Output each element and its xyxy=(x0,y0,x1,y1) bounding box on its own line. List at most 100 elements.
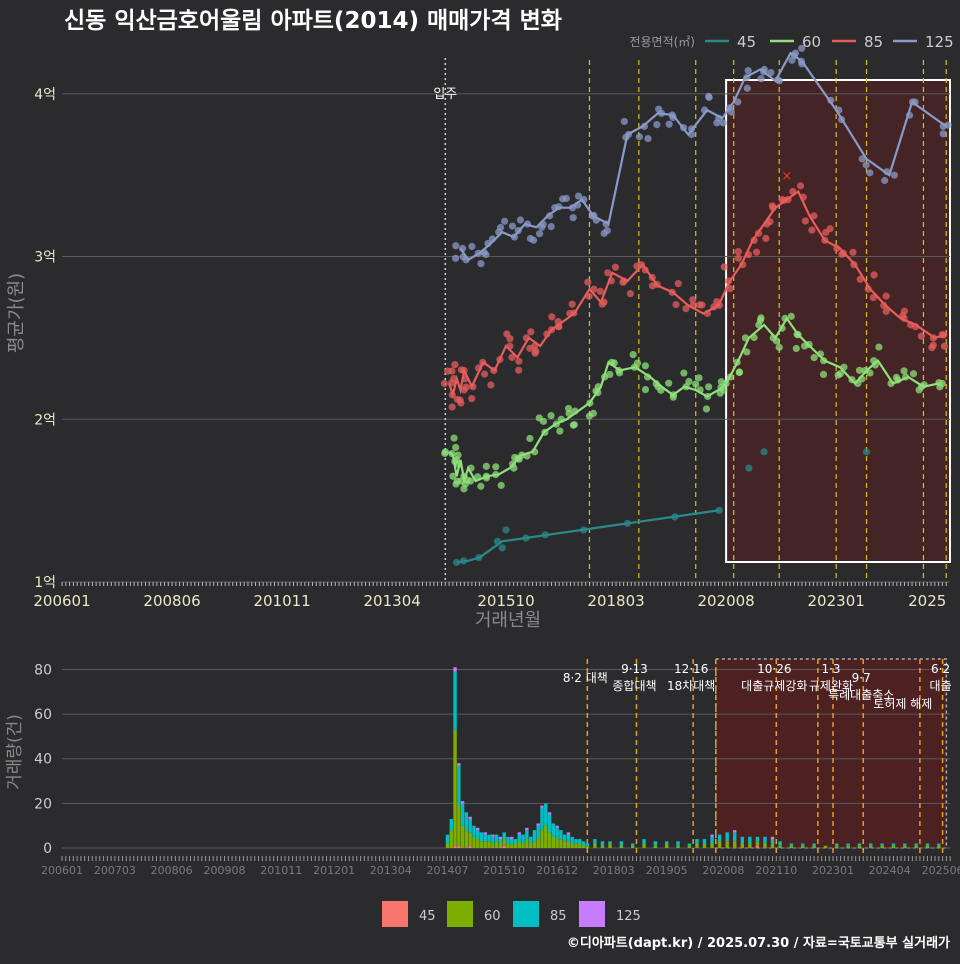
price-legend: 전용면적(㎡) 45 60 85 125 xyxy=(629,33,953,51)
data-point xyxy=(620,117,628,126)
data-point xyxy=(892,373,900,381)
volume-bar xyxy=(555,825,559,828)
volume-bar xyxy=(925,843,930,846)
data-point xyxy=(680,369,688,377)
volume-bar xyxy=(880,843,884,846)
volume-bar xyxy=(770,836,775,840)
data-point xyxy=(531,349,539,357)
data-point xyxy=(482,462,490,470)
volume-bar xyxy=(449,830,453,848)
data-point xyxy=(900,367,908,375)
volume-bar xyxy=(823,845,828,848)
data-point xyxy=(477,482,485,490)
data-point xyxy=(744,67,752,75)
policy-annotation: 종합대책 xyxy=(612,678,656,693)
x-tick-label: 201510 xyxy=(483,864,525,877)
legend-swatch xyxy=(447,901,473,927)
volume-bar xyxy=(528,836,533,844)
data-point xyxy=(734,98,742,106)
data-point xyxy=(508,222,517,230)
volume-bar xyxy=(710,836,714,844)
data-point xyxy=(819,370,828,379)
data-point xyxy=(705,383,713,391)
data-point xyxy=(792,344,800,353)
data-point xyxy=(539,417,548,425)
volume-bar xyxy=(547,832,552,848)
y-tick-label: 4억 xyxy=(34,87,56,103)
data-point xyxy=(536,230,544,238)
legend-label: 125 xyxy=(925,33,954,51)
volume-bar xyxy=(578,843,582,848)
y-tick-label: 20 xyxy=(34,796,52,812)
data-point xyxy=(716,389,724,397)
volume-bar xyxy=(903,843,907,846)
series-125 xyxy=(451,44,952,268)
volume-bar xyxy=(695,839,699,844)
volume-bar xyxy=(770,839,775,844)
volume-bar xyxy=(502,839,506,846)
data-point xyxy=(569,214,577,222)
volume-bar xyxy=(869,843,873,846)
volume-bar xyxy=(755,836,760,842)
data-point xyxy=(855,366,864,374)
volume-bar xyxy=(748,836,752,844)
volume-bar xyxy=(483,841,487,848)
data-point xyxy=(719,119,727,127)
x-tick-label: 202301 xyxy=(812,864,854,877)
volume-bar xyxy=(536,839,540,848)
volume-bar xyxy=(498,843,503,848)
volume-bar xyxy=(460,803,465,826)
data-point xyxy=(441,449,449,458)
legend-label: 125 xyxy=(616,909,641,924)
series-45 xyxy=(452,448,871,567)
volume-bar xyxy=(869,845,873,848)
series-line xyxy=(459,51,947,262)
volume-bar xyxy=(521,834,525,844)
volume-bar xyxy=(468,816,472,819)
volume-bar xyxy=(457,845,461,848)
data-point xyxy=(743,348,751,356)
data-point xyxy=(682,305,690,313)
volume-bar xyxy=(812,843,816,846)
data-point xyxy=(866,169,874,177)
volume-bar xyxy=(468,818,472,833)
data-point xyxy=(527,328,535,336)
data-point xyxy=(713,119,721,127)
volume-bar xyxy=(812,845,816,848)
volume-bar xyxy=(494,834,499,842)
volume-bar xyxy=(891,845,896,848)
data-point xyxy=(875,343,883,351)
data-point xyxy=(870,271,878,279)
volume-bar xyxy=(642,839,646,844)
y-axis-title: 거래량(건) xyxy=(5,714,25,790)
data-point xyxy=(569,421,577,429)
volume-bar xyxy=(581,841,586,846)
volume-bar xyxy=(559,830,563,840)
legend-label: 60 xyxy=(802,33,821,51)
volume-bar xyxy=(733,830,737,833)
data-point xyxy=(451,361,459,369)
data-point xyxy=(909,370,918,378)
volume-bar xyxy=(914,845,918,848)
volume-bar xyxy=(857,845,862,848)
volume-bar xyxy=(789,845,794,848)
data-point xyxy=(468,395,476,403)
x-tick-label: 201407 xyxy=(426,864,468,877)
x-tick-label: 201201 xyxy=(313,864,355,877)
volume-bar xyxy=(453,729,457,846)
data-point xyxy=(768,202,776,210)
volume-bar xyxy=(476,839,480,848)
y-tick-label: 1억 xyxy=(34,575,56,591)
data-point xyxy=(734,247,742,256)
data-point xyxy=(487,381,495,389)
volume-bar xyxy=(453,667,457,672)
volume-bar xyxy=(457,765,461,806)
data-point xyxy=(530,236,538,244)
data-point xyxy=(448,367,456,375)
volume-bar xyxy=(608,841,612,844)
data-point xyxy=(655,105,663,113)
data-point xyxy=(462,383,470,391)
volume-bar xyxy=(566,841,571,848)
policy-annotation: 규제완화 xyxy=(809,679,853,693)
series-60 xyxy=(441,312,946,493)
